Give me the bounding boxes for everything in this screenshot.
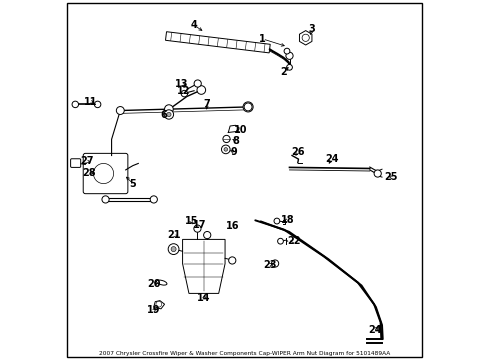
Text: 2: 2 bbox=[280, 67, 287, 77]
Polygon shape bbox=[153, 301, 164, 309]
Text: 7: 7 bbox=[203, 99, 210, 109]
Circle shape bbox=[181, 90, 187, 97]
Circle shape bbox=[197, 86, 205, 94]
Circle shape bbox=[164, 105, 173, 113]
Circle shape bbox=[193, 225, 201, 232]
Circle shape bbox=[273, 218, 279, 224]
Text: 15: 15 bbox=[184, 216, 198, 226]
Circle shape bbox=[223, 135, 230, 143]
Circle shape bbox=[102, 196, 109, 203]
Circle shape bbox=[94, 101, 101, 108]
Text: 24: 24 bbox=[367, 325, 381, 336]
Circle shape bbox=[168, 244, 179, 255]
Text: 14: 14 bbox=[197, 293, 210, 303]
Circle shape bbox=[171, 247, 176, 252]
Circle shape bbox=[164, 110, 173, 119]
Text: 26: 26 bbox=[290, 147, 304, 157]
Circle shape bbox=[150, 196, 157, 203]
Circle shape bbox=[203, 231, 210, 239]
Text: 5: 5 bbox=[129, 179, 136, 189]
Text: 19: 19 bbox=[147, 305, 160, 315]
Polygon shape bbox=[165, 32, 270, 53]
Text: 18: 18 bbox=[280, 215, 294, 225]
Text: 3: 3 bbox=[308, 24, 315, 34]
Text: 23: 23 bbox=[263, 260, 277, 270]
Text: 8: 8 bbox=[232, 136, 239, 146]
Circle shape bbox=[93, 163, 113, 184]
Text: 2007 Chrysler Crossfire Wiper & Washer Components Cap-WIPER Arm Nut Diagram for : 2007 Chrysler Crossfire Wiper & Washer C… bbox=[99, 351, 389, 356]
Circle shape bbox=[271, 260, 278, 267]
Circle shape bbox=[72, 101, 79, 108]
Polygon shape bbox=[182, 239, 224, 293]
Circle shape bbox=[156, 301, 162, 307]
Text: 11: 11 bbox=[83, 96, 97, 107]
Text: 25: 25 bbox=[384, 172, 397, 182]
Circle shape bbox=[166, 112, 171, 117]
Circle shape bbox=[285, 52, 292, 59]
Circle shape bbox=[284, 48, 289, 54]
Text: 13: 13 bbox=[174, 78, 188, 89]
FancyBboxPatch shape bbox=[70, 159, 81, 167]
Circle shape bbox=[277, 238, 283, 244]
Text: 28: 28 bbox=[82, 168, 96, 178]
Circle shape bbox=[228, 257, 235, 264]
Circle shape bbox=[116, 107, 124, 114]
Text: 4: 4 bbox=[190, 20, 197, 30]
Polygon shape bbox=[299, 31, 311, 45]
Text: 17: 17 bbox=[192, 220, 206, 230]
Text: 9: 9 bbox=[230, 147, 237, 157]
Text: 27: 27 bbox=[80, 156, 93, 166]
Circle shape bbox=[221, 145, 230, 154]
Text: 10: 10 bbox=[234, 125, 247, 135]
Text: 24: 24 bbox=[324, 154, 338, 164]
Circle shape bbox=[302, 34, 309, 41]
Circle shape bbox=[224, 148, 227, 151]
Text: 16: 16 bbox=[226, 221, 239, 231]
Ellipse shape bbox=[156, 280, 166, 285]
Text: 12: 12 bbox=[176, 86, 190, 96]
Circle shape bbox=[194, 80, 201, 87]
Circle shape bbox=[373, 170, 381, 177]
Text: 20: 20 bbox=[147, 279, 160, 289]
Text: 1: 1 bbox=[259, 34, 265, 44]
FancyBboxPatch shape bbox=[83, 153, 127, 194]
Circle shape bbox=[243, 102, 253, 112]
Circle shape bbox=[286, 64, 292, 70]
Circle shape bbox=[244, 103, 251, 111]
Circle shape bbox=[164, 105, 172, 113]
Text: 6: 6 bbox=[160, 110, 166, 120]
Text: 22: 22 bbox=[287, 236, 300, 246]
Text: 21: 21 bbox=[167, 230, 181, 240]
